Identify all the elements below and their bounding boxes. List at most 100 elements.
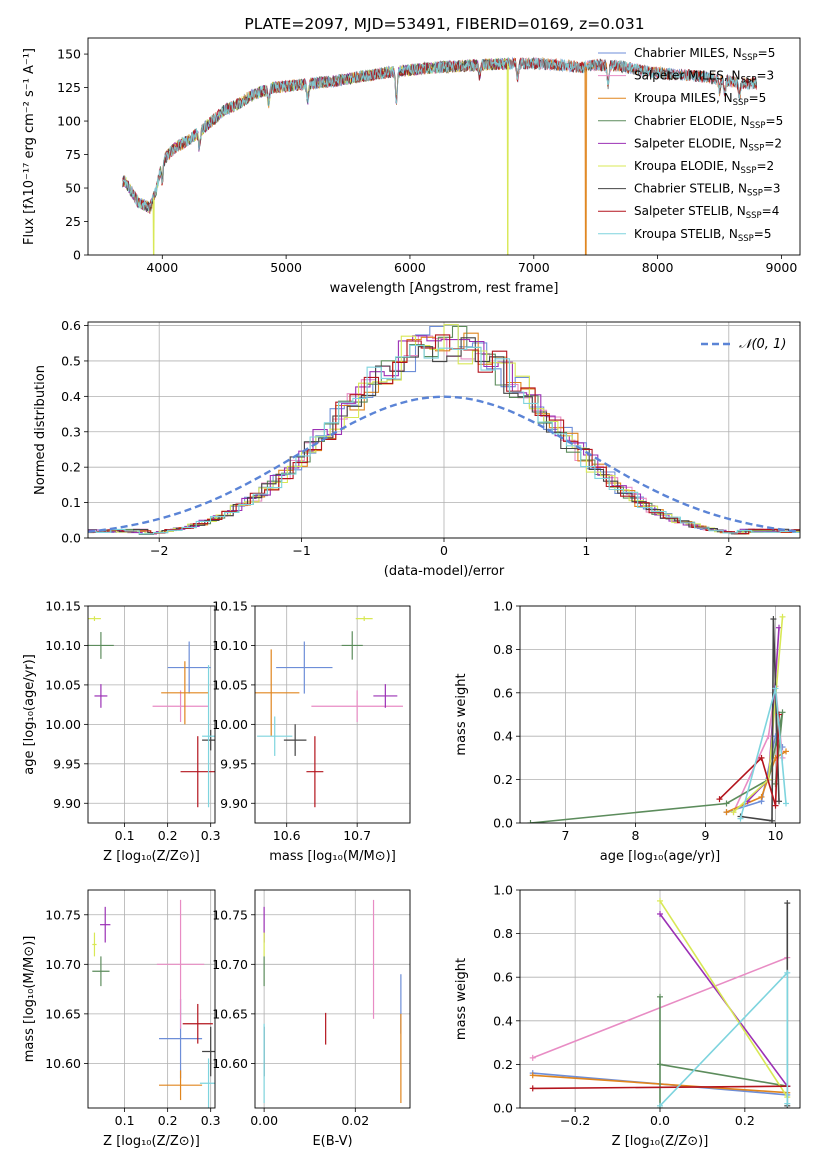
errorbar-point xyxy=(167,641,211,694)
y-tick-label: 25 xyxy=(65,214,81,229)
histogram-series-step xyxy=(88,344,800,535)
errorbar-point xyxy=(202,665,215,808)
residual-histogram-panel: −2 −1 0 1 2 0.0 0.1 0.2 0.3 0.4 0.5 0.6 (data-model)… xyxy=(33,318,801,579)
legend-label: Salpeter STELIB, NSSP=4 xyxy=(634,204,779,221)
axes-frame xyxy=(87,605,216,824)
y-tick-label: 0.0 xyxy=(493,816,513,831)
weight-series-line xyxy=(659,996,788,1108)
errorbar-point xyxy=(255,649,300,737)
y-axis-label: Flux [fλ10⁻¹⁷ erg cm⁻² s⁻¹ A⁻¹] xyxy=(22,48,37,245)
legend-label: Kroupa ELODIE, NSSP=2 xyxy=(634,159,774,176)
y-tick-label: 0.6 xyxy=(493,685,513,700)
y-tick-label: 125 xyxy=(57,80,81,95)
axes-frame xyxy=(254,605,411,824)
x-axis-label: Z [log₁₀(Z/Z⊙)] xyxy=(103,1134,200,1149)
y-tick-label: 10.65 xyxy=(212,1006,248,1021)
x-tick-label: 0.00 xyxy=(250,1113,278,1128)
axes-frame xyxy=(87,321,801,539)
y-tick-label: 0.8 xyxy=(493,642,513,657)
x-axis-label: (data-model)/error xyxy=(384,564,505,579)
legend-label: Chabrier STELIB, NSSP=3 xyxy=(634,182,781,199)
weight-series-line xyxy=(740,618,780,822)
y-tick-label: 9.90 xyxy=(220,796,248,811)
errorbar-point xyxy=(306,736,324,808)
x-tick-label: 0.2 xyxy=(158,828,178,843)
errorbar-point xyxy=(202,1026,215,1077)
x-tick-label: 0 xyxy=(440,543,448,558)
errorbar-point xyxy=(100,906,111,943)
x-tick-label: −0.2 xyxy=(560,1113,590,1128)
x-tick-label: 10.7 xyxy=(343,828,371,843)
y-tick-label: 10.05 xyxy=(45,677,81,692)
errorbar-point xyxy=(94,684,108,708)
weight-series-line xyxy=(718,714,780,806)
y-tick-label: 10.70 xyxy=(212,957,248,972)
axes-frame xyxy=(254,889,411,1109)
x-tick-label: 0.0 xyxy=(650,1113,670,1128)
errorbar-points xyxy=(92,899,215,1108)
y-tick-label: 0.5 xyxy=(61,353,81,368)
y-tick-label: 0 xyxy=(73,248,81,263)
y-tick-label: 10.15 xyxy=(212,599,248,614)
x-tick-label: 7000 xyxy=(518,260,550,275)
histogram-series-step xyxy=(88,337,800,535)
y-tick-label: 10.10 xyxy=(45,638,81,653)
EBV-mass-panel: 0.00 0.02 10.60 10.65 10.70 10.75 E(B-V) xyxy=(212,889,411,1149)
y-tick-label: 150 xyxy=(57,47,81,62)
x-axis-label: age [log₁₀(age/yr)] xyxy=(600,849,721,864)
x-tick-label: 4000 xyxy=(146,260,178,275)
y-tick-label: 0.3 xyxy=(61,424,81,439)
y-tick-label: 10.05 xyxy=(212,677,248,692)
y-tick-label: 0.2 xyxy=(61,460,81,475)
weight-series-line xyxy=(532,1085,788,1090)
gaussian-curve xyxy=(88,395,800,533)
x-tick-label: −1 xyxy=(292,543,310,558)
axes-frame xyxy=(87,889,216,1109)
weight-lines xyxy=(529,897,791,1108)
errorbar-points xyxy=(88,616,215,808)
x-tick-label: 1 xyxy=(582,543,590,558)
x-axis-label: mass [log₁₀(M/M⊙)] xyxy=(269,849,396,864)
legend-label: Chabrier MILES, NSSP=5 xyxy=(634,46,775,63)
x-axis-label: Z [log₁₀(Z/Z⊙)] xyxy=(103,849,200,864)
histogram-series-step xyxy=(88,334,800,535)
x-tick-label: −2 xyxy=(150,543,168,558)
errorbar-point xyxy=(88,632,114,659)
x-tick-label: 6000 xyxy=(394,260,426,275)
y-tick-label: 10.00 xyxy=(212,717,248,732)
y-tick-label: 10.65 xyxy=(45,1006,81,1021)
x-tick-label: 0.1 xyxy=(115,828,135,843)
figure-panels: 4000 5000 6000 7000 8000 90000255075100125150… xyxy=(22,37,801,1149)
axes-frame xyxy=(87,37,801,256)
x-axis-label: Z [log₁₀(Z/Z⊙)] xyxy=(612,1134,709,1149)
y-tick-label: 10.60 xyxy=(45,1056,81,1071)
x-tick-label: 8 xyxy=(632,828,640,843)
x-tick-label: 2 xyxy=(725,543,733,558)
errorbar-point xyxy=(180,736,215,808)
y-axis-label: age [log₁₀(age/yr)] xyxy=(22,654,37,775)
histogram-series-step xyxy=(88,332,800,535)
spectrum-lines xyxy=(122,56,758,255)
y-tick-label: 0.0 xyxy=(493,1101,513,1116)
x-tick-label: 5000 xyxy=(270,260,302,275)
errorbar-point xyxy=(276,641,333,694)
errorbar-point xyxy=(283,724,307,756)
weight-lines xyxy=(527,613,789,823)
errorbar-point xyxy=(355,616,373,621)
axes-frame xyxy=(519,605,801,824)
y-tick-label: 1.0 xyxy=(493,599,513,614)
errorbar-point xyxy=(199,1058,215,1108)
legend-label: Kroupa STELIB, NSSP=5 xyxy=(634,227,772,244)
spectrum-series-line xyxy=(122,56,758,212)
Z-mass-panel: 0.1 0.2 0.3 10.60 10.65 10.70 10.75 Z [log₁₀(Z/… xyxy=(22,889,221,1149)
y-tick-label: 50 xyxy=(65,181,81,196)
y-tick-label: 1.0 xyxy=(493,883,513,898)
y-tick-label: 75 xyxy=(65,147,81,162)
legend-label: Salpeter MILES, NSSP=3 xyxy=(634,69,774,86)
errorbar-point xyxy=(373,684,398,708)
x-tick-label: 0.2 xyxy=(735,1113,755,1128)
y-axis-label: mass weight xyxy=(454,958,469,1040)
histogram-series-step xyxy=(88,335,800,534)
y-tick-label: 0.0 xyxy=(61,531,81,546)
x-tick-label: 9 xyxy=(702,828,710,843)
